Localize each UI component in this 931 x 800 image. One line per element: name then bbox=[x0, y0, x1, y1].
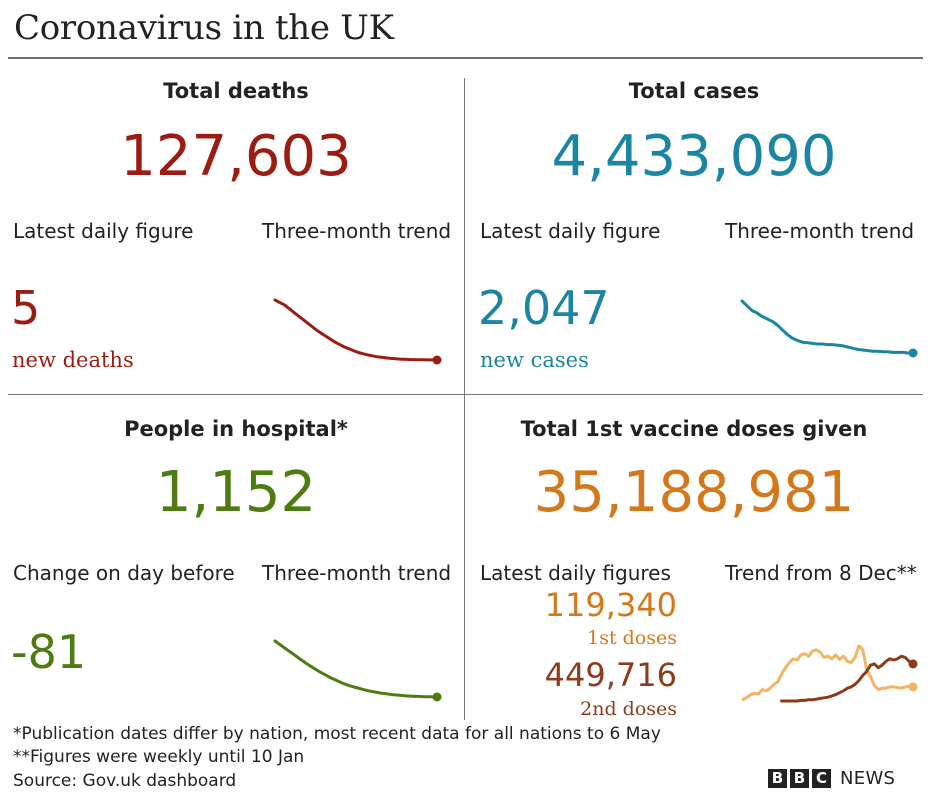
hospital-latest-value: -81 bbox=[11, 625, 87, 679]
second-dose-trend-end-point bbox=[908, 659, 918, 669]
first-dose-label: 1st doses bbox=[587, 627, 677, 649]
cases-heading: Total cases bbox=[628, 79, 760, 103]
vaccine-trend-label: Trend from 8 Dec** bbox=[725, 561, 917, 585]
footnote-weekly: **Figures were weekly until 10 Jan bbox=[13, 747, 305, 767]
vaccine-trend-chart bbox=[741, 644, 918, 703]
second-dose-label: 2nd doses bbox=[580, 698, 677, 720]
deaths-latest-unit: new deaths bbox=[12, 348, 134, 372]
title-rule bbox=[8, 57, 923, 59]
cases-trend-end-point bbox=[908, 348, 918, 358]
bbc-logo-letter: B bbox=[768, 769, 787, 788]
bbc-logo-letter: C bbox=[812, 769, 831, 788]
hospital-trend-end-point bbox=[432, 692, 442, 702]
deaths-heading: Total deaths bbox=[163, 79, 309, 103]
vaccine-total: 35,188,981 bbox=[533, 460, 855, 525]
cases-latest-label: Latest daily figure bbox=[480, 219, 661, 243]
deaths-trend-chart bbox=[273, 298, 442, 365]
cases-latest-unit: new cases bbox=[480, 348, 589, 372]
footnote-publication: *Publication dates differ by nation, mos… bbox=[13, 724, 661, 744]
first-dose-trend-line bbox=[741, 644, 915, 702]
vaccine-heading: Total 1st vaccine doses given bbox=[520, 417, 868, 441]
hospital-trend-line bbox=[273, 639, 439, 699]
hospital-total: 1,152 bbox=[155, 460, 317, 525]
deaths-latest-label: Latest daily figure bbox=[13, 219, 194, 243]
vaccine-latest-label: Latest daily figures bbox=[480, 561, 671, 585]
deaths-trend-end-point bbox=[432, 355, 442, 365]
horizontal-divider bbox=[8, 394, 923, 395]
first-dose-trend-end-point bbox=[908, 682, 918, 692]
hospital-latest-label: Change on day before bbox=[13, 561, 235, 585]
news-wordmark: NEWS bbox=[840, 768, 896, 789]
second-dose-value: 449,716 bbox=[544, 656, 677, 694]
cases-trend-label: Three-month trend bbox=[725, 219, 915, 243]
deaths-latest-value: 5 bbox=[11, 281, 41, 335]
hospital-trend-chart bbox=[273, 639, 442, 702]
vertical-divider bbox=[464, 78, 465, 720]
deaths-trend-label: Three-month trend bbox=[262, 219, 452, 243]
deaths-trend-line bbox=[273, 298, 439, 362]
hospital-trend-label: Three-month trend bbox=[262, 561, 452, 585]
cases-trend-chart bbox=[740, 299, 918, 358]
bbc-news-logo: B B C NEWS bbox=[768, 768, 895, 789]
bbc-logo-letter: B bbox=[790, 769, 809, 788]
cases-latest-value: 2,047 bbox=[478, 281, 610, 335]
page-title: Coronavirus in the UK bbox=[14, 8, 394, 48]
second-dose-trend-line bbox=[780, 654, 915, 703]
hospital-heading: People in hospital* bbox=[124, 417, 348, 441]
footnote-source: Source: Gov.uk dashboard bbox=[13, 771, 237, 791]
first-dose-value: 119,340 bbox=[544, 586, 677, 624]
cases-total: 4,433,090 bbox=[551, 124, 837, 189]
cases-trend-line bbox=[740, 299, 915, 355]
deaths-total: 127,603 bbox=[120, 124, 352, 189]
